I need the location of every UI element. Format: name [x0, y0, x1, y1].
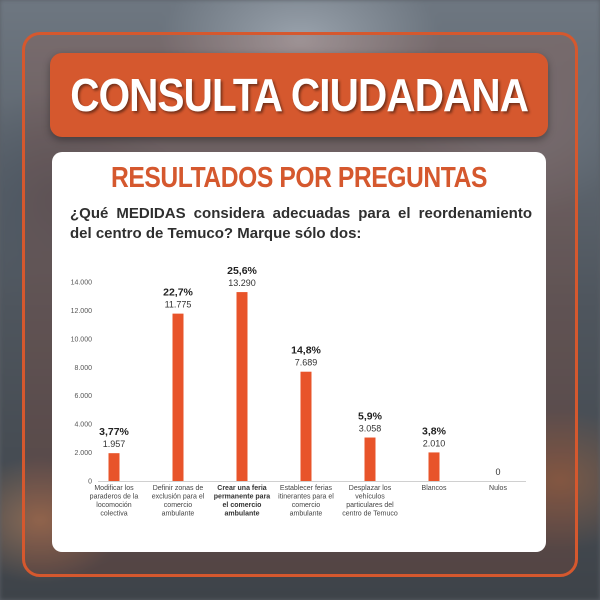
category-label: Nulos [489, 485, 507, 492]
y-tick-label: 8.000 [74, 365, 92, 372]
y-tick-label: 10.000 [71, 336, 93, 343]
survey-question: ¿Qué MEDIDAS considera adecuadas para el… [70, 205, 532, 242]
category-label: Definir zonas de [153, 485, 204, 492]
bar [108, 453, 120, 481]
y-tick-label: 6.000 [74, 393, 92, 400]
title-banner: CONSULTA CIUDADANA [50, 53, 548, 137]
results-subtitle: RESULTADOS POR PREGUNTAS [110, 162, 487, 194]
category-label: locomoción [96, 502, 132, 509]
value-label: 1.957 [103, 439, 126, 449]
category-label: particulares del [346, 502, 394, 509]
bar [300, 371, 312, 481]
category-label: ambulante [224, 511, 259, 518]
percent-label: 5,9% [358, 411, 383, 423]
category-label: Establecer ferias [280, 485, 333, 492]
category-label: comercio [164, 502, 193, 509]
value-label: 0 [495, 467, 500, 477]
results-card: RESULTADOS POR PREGUNTAS ¿Qué MEDIDAS co… [52, 152, 546, 552]
y-tick-label: 12.000 [71, 308, 93, 315]
value-label: 11.775 [165, 300, 192, 310]
category-label: centro de Temuco [342, 511, 398, 518]
category-label: ambulante [162, 511, 195, 518]
category-label: itinerantes para el [278, 494, 334, 501]
y-tick-label: 2.000 [74, 450, 92, 457]
value-label: 3.058 [359, 424, 382, 434]
category-label: Desplazar los [349, 485, 392, 492]
value-label: 13.290 [228, 278, 256, 288]
category-label: vehículos [355, 494, 385, 501]
bar-chart: 02.0004.0006.0008.00010.00012.00014.000 … [71, 265, 526, 518]
category-label: comercio [292, 502, 321, 509]
percent-label: 25,6% [227, 265, 257, 277]
category-label: paraderos de la [90, 494, 139, 501]
banner-title: CONSULTA CIUDADANA [70, 69, 529, 121]
bar [236, 292, 248, 481]
value-label: 7.689 [295, 358, 318, 368]
category-label: Modificar los [94, 485, 134, 492]
percent-label: 3,77% [99, 426, 129, 438]
percent-label: 22,7% [163, 287, 193, 299]
category-label: el comercio [223, 502, 262, 509]
y-tick-label: 0 [88, 479, 92, 486]
y-tick-label: 14.000 [71, 280, 93, 287]
bar [172, 313, 184, 481]
bar [428, 452, 440, 481]
percent-label: 3,8% [422, 425, 447, 437]
category-label: exclusión para el [152, 494, 205, 501]
category-label: Blancos [422, 485, 447, 492]
bar [364, 437, 376, 481]
category-label: ambulante [290, 511, 323, 518]
category-label: Crear una feria [217, 485, 267, 492]
y-tick-label: 4.000 [74, 422, 92, 429]
percent-label: 14,8% [291, 345, 321, 357]
value-label: 2.010 [423, 438, 446, 448]
category-label: colectiva [100, 511, 127, 518]
category-label: permanente para [214, 494, 271, 501]
